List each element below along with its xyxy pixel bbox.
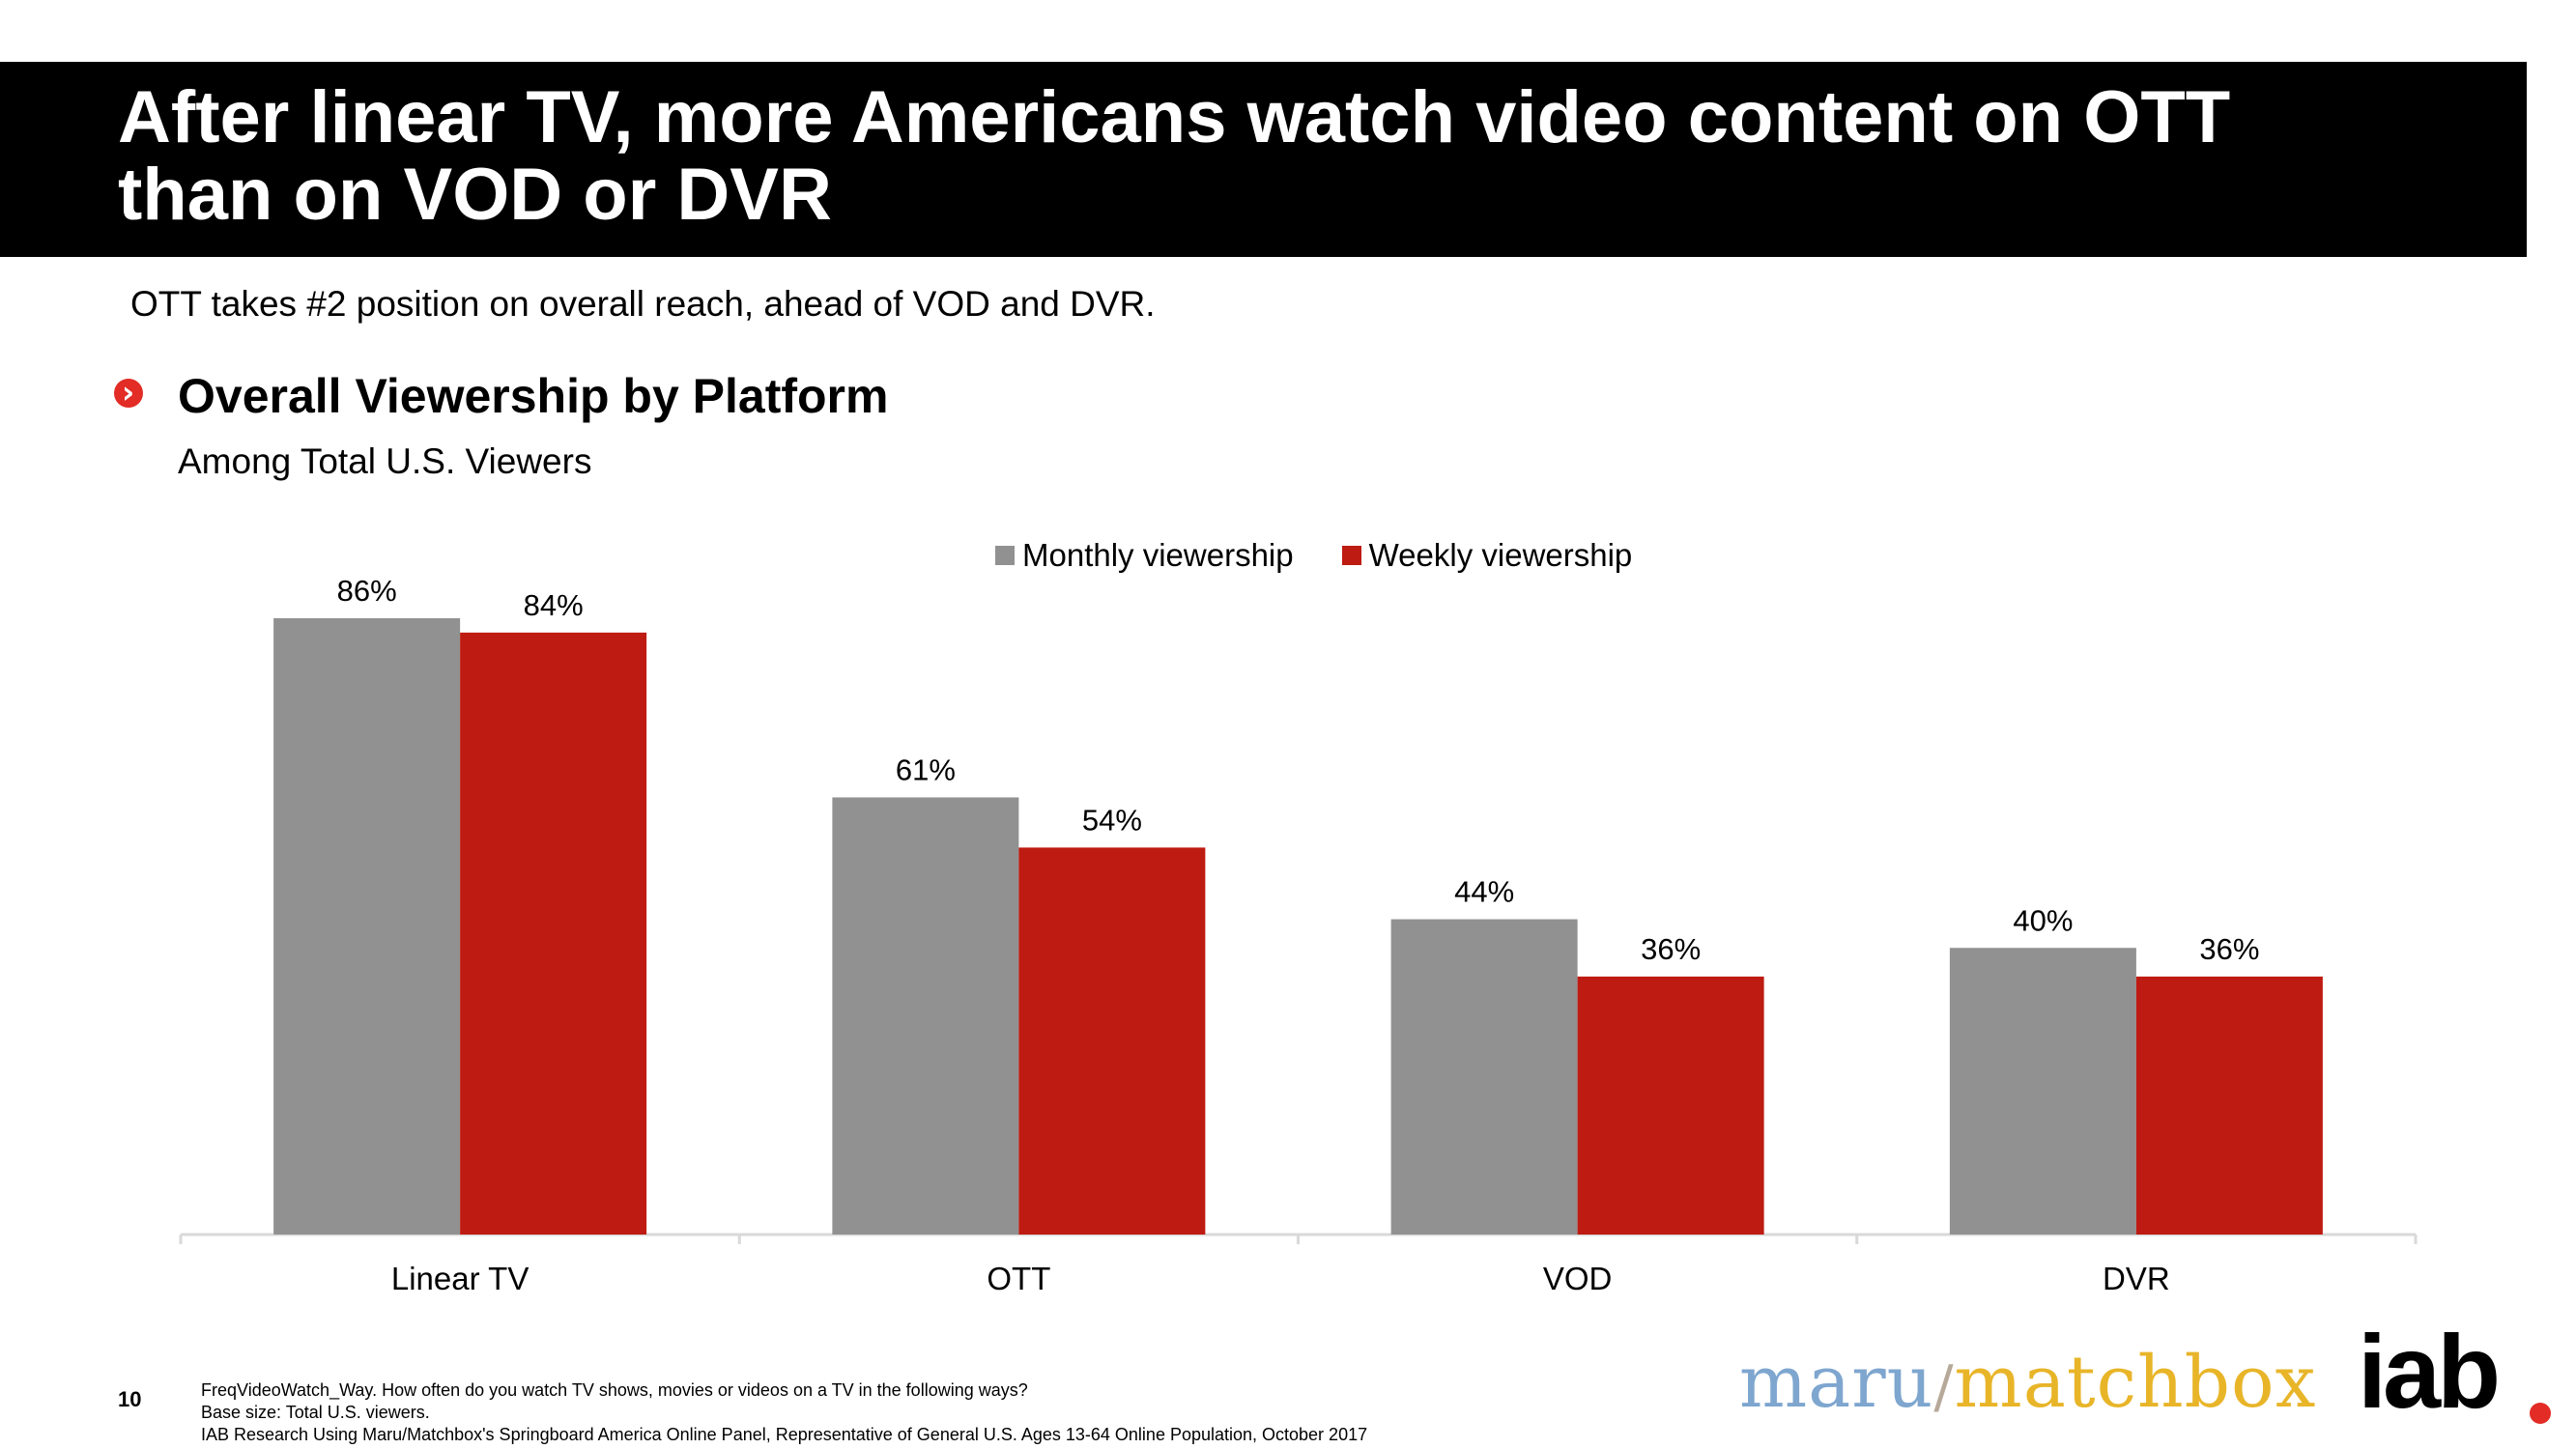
footnote-base: Base size: Total U.S. viewers. (201, 1403, 430, 1422)
footnotes: FreqVideoWatch_Way. How often do you wat… (201, 1379, 1367, 1446)
chevron-right-icon: › (114, 374, 143, 411)
data-label: 36% (1641, 932, 1701, 966)
x-tick-label: Linear TV (391, 1261, 529, 1296)
page-number: 10 (118, 1387, 142, 1411)
chevron-glyph: › (122, 374, 135, 411)
bar-weekly-dvr (2135, 976, 2323, 1235)
page-title: After linear TV, more Americans watch vi… (118, 79, 2476, 234)
bar-monthly-ott (832, 797, 1019, 1235)
chart-subtitle: Among Total U.S. Viewers (178, 441, 592, 481)
chart-legend: Monthly viewership Weekly viewership (995, 536, 1680, 575)
bar-weekly-vod (1577, 976, 1764, 1235)
iab-logo-text: iab (2358, 1313, 2501, 1430)
bar-weekly-linear-tv (460, 632, 647, 1235)
bar-chart: 86% 84% Linear TV 61% 54% OTT 44% 36% VOD 40% 36% D… (179, 574, 2418, 1296)
data-label: 84% (524, 588, 584, 622)
legend-label-monthly: Monthly viewership (1022, 537, 1294, 573)
chart-title: Overall Viewership by Platform (178, 369, 889, 423)
footnote-source: IAB Research Using Maru/Matchbox's Sprin… (201, 1425, 1368, 1444)
bar-monthly-dvr (1949, 948, 2136, 1235)
legend-swatch-monthly (995, 546, 1015, 565)
legend-swatch-weekly (1341, 546, 1361, 565)
legend-label-weekly: Weekly viewership (1368, 537, 1633, 573)
data-label: 54% (1082, 803, 1142, 837)
footnote-question: FreqVideoWatch_Way. How often do you wat… (201, 1380, 1028, 1400)
bar-weekly-ott (1018, 847, 1206, 1235)
x-tick-label: DVR (2103, 1261, 2170, 1296)
data-label: 36% (2199, 932, 2259, 966)
data-label: 61% (896, 753, 956, 786)
iab-logo-dot (2530, 1403, 2551, 1424)
data-label: 86% (337, 574, 397, 608)
x-tick-label: VOD (1543, 1261, 1613, 1296)
page-title-line-1: After linear TV, more Americans watch vi… (118, 76, 2231, 158)
data-label: 44% (1454, 875, 1514, 909)
matchbox-logo-text: matchbox (1954, 1341, 2317, 1424)
legend-item-weekly: Weekly viewership (1341, 536, 1633, 575)
x-tick-label: OTT (987, 1261, 1050, 1296)
page-title-line-2: than on VOD or DVR (118, 154, 832, 236)
maru-logo-text: maru (1739, 1341, 1934, 1424)
page-subtitle: OTT takes #2 position on overall reach, … (130, 284, 1156, 324)
iab-logo: iab (2358, 1313, 2551, 1430)
data-label: 40% (2013, 903, 2073, 937)
title-bar: After linear TV, more Americans watch vi… (0, 62, 2527, 257)
maru-matchbox-logo: maru/matchbox (1739, 1339, 2316, 1431)
bar-monthly-linear-tv (273, 618, 461, 1235)
bar-monthly-vod (1390, 919, 1578, 1235)
legend-item-monthly: Monthly viewership (995, 536, 1294, 575)
logo-slash: / (1933, 1353, 1955, 1421)
